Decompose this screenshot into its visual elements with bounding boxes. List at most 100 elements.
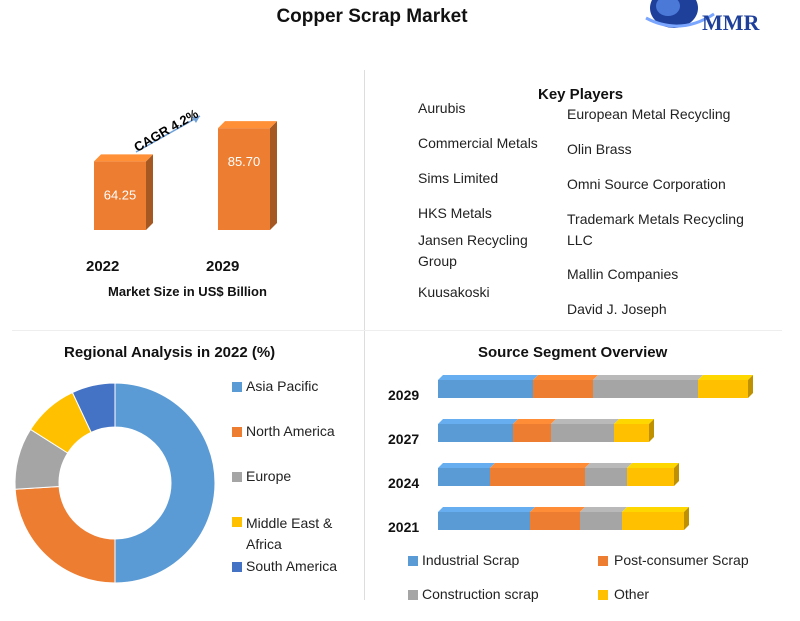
bar-segment-post-consumer-scrap xyxy=(533,380,593,398)
key-player: David J. Joseph xyxy=(567,301,667,317)
bar-segment-other xyxy=(622,512,684,530)
legend-label: Industrial Scrap xyxy=(422,552,520,568)
category-label-2029: 2029 xyxy=(388,387,419,403)
legend-south-america: South America xyxy=(232,558,362,580)
source-segment-chart: 2029 2027 2024 2021 xyxy=(388,375,753,535)
donut-slice-south-america xyxy=(71,382,116,433)
key-players-right-list: European Metal Recycling Olin Brass Omni… xyxy=(567,104,777,320)
category-label-2024: 2024 xyxy=(388,475,419,491)
legend-swatch xyxy=(408,590,418,600)
legend-swatch xyxy=(232,382,242,392)
bar-segment-top xyxy=(513,419,556,424)
legend-label: Europe xyxy=(246,468,292,484)
key-player: Omni Source Corporation xyxy=(567,176,726,192)
donut-slice-asia-pacific xyxy=(114,382,216,584)
bar-segment-industrial-scrap xyxy=(438,468,490,486)
source-legend: Industrial Scrap Post-consumer Scrap Con… xyxy=(408,552,788,612)
bar-segment-other xyxy=(627,468,674,486)
legend-label: Other xyxy=(614,586,650,602)
bar-segment-construction-scrap xyxy=(593,380,698,398)
horizontal-divider xyxy=(12,330,782,331)
regional-title: Regional Analysis in 2022 (%) xyxy=(64,344,276,361)
bar-segment-top xyxy=(585,463,632,468)
bar-segment-construction-scrap xyxy=(580,512,622,530)
key-player: Aurubis xyxy=(418,100,466,116)
legend-middle-east-africa: Middle East & Africa xyxy=(232,513,351,558)
legend-north-america: North America xyxy=(232,423,362,468)
bar-segment-top xyxy=(627,463,679,468)
market-size-chart: 64.25 85.70 CAGR 4.2% xyxy=(94,106,277,230)
bar-segment-top xyxy=(593,375,703,380)
regional-legend: Asia Pacific North America Europe Middle… xyxy=(232,378,362,580)
legend-label: Middle East & Africa xyxy=(246,515,333,552)
logo-text: MMR xyxy=(702,10,760,35)
key-player: Jansen Recycling Group xyxy=(418,232,528,269)
bar-segment-construction-scrap xyxy=(585,468,627,486)
bar-segment-top xyxy=(614,419,654,424)
bar-segment-top xyxy=(490,463,590,468)
donut-slice-north-america xyxy=(14,485,116,584)
key-player: HKS Metals xyxy=(418,205,492,221)
logo: MMR xyxy=(640,0,790,36)
market-bars: 64.25 85.70 xyxy=(94,121,277,230)
year-label-2022: 2022 xyxy=(86,258,120,275)
bar-value-label: 85.70 xyxy=(228,154,261,169)
bar-side xyxy=(146,154,153,230)
bar-end-side xyxy=(649,419,654,442)
key-player: Mallin Companies xyxy=(567,266,679,282)
legend-label: Asia Pacific xyxy=(246,378,319,394)
bar-end-side xyxy=(748,375,753,398)
key-player: Kuusakoski xyxy=(418,284,490,300)
vertical-divider xyxy=(364,70,365,600)
key-player: Olin Brass xyxy=(567,141,632,157)
legend-label: North America xyxy=(246,423,335,439)
bar-segment-industrial-scrap xyxy=(438,512,530,530)
legend-label: South America xyxy=(246,558,338,574)
legend-swatch xyxy=(598,556,608,566)
cagr-arrow-line xyxy=(135,115,201,153)
bar-segment-industrial-scrap xyxy=(438,380,533,398)
bar-segment-top xyxy=(533,375,598,380)
bar-segment-top xyxy=(438,375,538,380)
bar-top xyxy=(94,154,153,162)
bar-segment-other xyxy=(614,424,649,442)
bar-segment-post-consumer-scrap xyxy=(490,468,585,486)
legend-other: Other xyxy=(598,586,649,602)
stacked-bars: 2029 2027 2024 2021 xyxy=(388,375,753,535)
key-player: European Metal Recycling xyxy=(567,106,731,122)
source-title: Source Segment Overview xyxy=(478,344,668,361)
legend-label: Post-consumer Scrap xyxy=(614,552,749,568)
bar-segment-top xyxy=(438,463,495,468)
logo-globe-icon xyxy=(645,0,715,28)
bar-segment-top xyxy=(438,419,518,424)
category-label-2027: 2027 xyxy=(388,431,419,447)
legend-europe: Europe xyxy=(232,468,362,513)
legend-swatch xyxy=(232,562,242,572)
bar-top xyxy=(218,121,277,129)
bar-side xyxy=(270,121,277,230)
legend-swatch xyxy=(408,556,418,566)
bar-value-label: 64.25 xyxy=(104,187,137,202)
bar-segment-other xyxy=(698,380,748,398)
bar-segment-top xyxy=(580,507,627,512)
cagr-label: CAGR 4.2% xyxy=(131,106,201,155)
legend-industrial-scrap: Industrial Scrap xyxy=(408,552,519,568)
legend-swatch xyxy=(598,590,608,600)
key-player: Sims Limited xyxy=(418,170,499,186)
key-player: Trademark Metals Recycling LLC xyxy=(567,211,744,248)
bar-segment-post-consumer-scrap xyxy=(513,424,551,442)
bar-segment-industrial-scrap xyxy=(438,424,513,442)
donut-slices xyxy=(14,382,216,584)
bar-segment-top xyxy=(530,507,585,512)
legend-construction-scrap: Construction scrap xyxy=(408,586,539,602)
bar-2029 xyxy=(218,128,270,230)
key-player: Commercial Metals xyxy=(418,135,538,151)
legend-asia-pacific: Asia Pacific xyxy=(232,378,362,423)
category-label-2021: 2021 xyxy=(388,519,419,535)
legend-swatch xyxy=(232,427,242,437)
cagr-arrow-head xyxy=(192,116,200,123)
market-size-axis-label: Market Size in US$ Billion xyxy=(108,284,267,299)
legend-label: Construction scrap xyxy=(422,586,539,602)
page-title: Copper Scrap Market xyxy=(276,6,468,27)
